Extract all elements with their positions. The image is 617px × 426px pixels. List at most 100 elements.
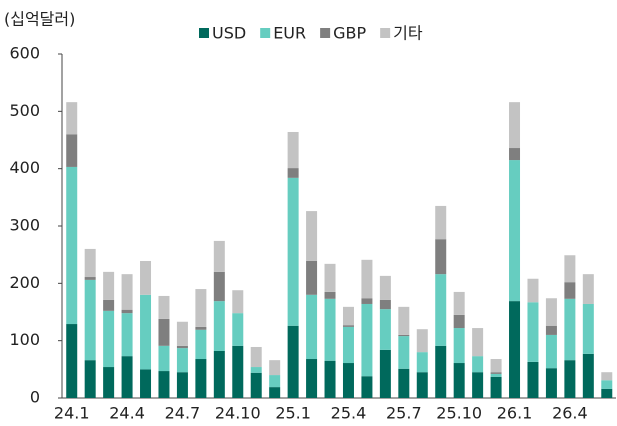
x-tick-label: 24.1 [54,404,90,423]
bar-segment [287,177,299,326]
bar-segment [121,309,133,314]
bar-segment [140,260,152,295]
bar-segment [195,359,207,398]
bar-segment [342,363,354,398]
bar-segment [324,360,336,398]
bar-segment [601,380,613,389]
bar-segment [342,306,354,326]
y-tick-label: 300 [9,216,40,235]
bar-segment [545,325,557,335]
bar-segment [472,328,484,357]
bar-segment [416,352,428,373]
bar-segment [103,310,115,368]
y-tick-label: 600 [9,44,40,63]
bar-segment [176,321,188,346]
bar-segment [84,277,96,280]
bar-segment [545,334,557,369]
bar-segment [361,303,373,377]
bar-segment [140,294,152,370]
bar-segment [103,271,115,300]
bar-segment [379,349,391,398]
bar-segment [306,211,318,261]
bar-segment [103,367,115,398]
bar-segment [453,363,465,398]
bar-segment [490,359,502,373]
bar-segment [527,302,539,362]
bar-segment [269,387,281,398]
bar-segment [509,301,521,398]
bar-segment [435,345,447,398]
bar-segment [287,131,299,169]
legend-label: GBP [333,24,366,43]
bar-segment [269,360,281,376]
bar-segment [158,371,170,398]
bar-segment [361,298,373,304]
bar-segment [66,134,78,167]
legend-label: EUR [273,24,306,43]
bar-segment [435,205,447,240]
bar-segment [66,324,78,398]
bar-segment [564,298,576,361]
bar-segment [176,372,188,398]
bar-segment [287,325,299,398]
legend-swatch [260,28,271,38]
bar-segment [601,388,613,398]
bar-segment [472,356,484,373]
bar-segment [453,314,465,329]
bar-segment [582,274,594,304]
bar-segment [490,376,502,398]
bar-segment [324,298,336,361]
bar-segment [361,376,373,398]
bar-segment [379,275,391,300]
bar-segment [564,360,576,398]
bar-segment [435,274,447,346]
bar-segment [453,291,465,315]
y-axis-label: (십억달러) [4,10,75,29]
bar-segment [195,329,207,360]
bar-segment [140,369,152,398]
bar-segment [66,166,78,325]
bar-segment [582,303,594,354]
bar-segment [84,279,96,361]
bar-segment [361,259,373,299]
x-tick-label: 25.4 [331,404,367,423]
bar-segment [66,102,78,135]
bar-segment [379,309,391,350]
bar-segment [398,334,410,337]
bar-segment [213,240,225,272]
bar-segment [195,326,207,330]
bar-segment [398,306,410,335]
bar-segment [582,353,594,398]
x-tick-label: 26.4 [552,404,588,423]
legend-swatch [199,28,209,38]
bar-segment [509,102,521,149]
legend-label: 기타 [393,24,423,43]
bar-segment [103,299,115,311]
x-tick-label: 24.4 [109,404,145,423]
bar-segment [84,248,96,278]
bar-segment [84,360,96,398]
bar-segment [324,263,336,292]
bar-segment [306,260,318,295]
bar-segment [269,375,281,388]
bar-segment [416,329,428,353]
bar-segment [213,301,225,351]
bar-segment [527,278,539,303]
bar-segment [158,345,170,372]
bar-segment [564,255,576,283]
bar-segment [287,168,299,178]
bar-segment [545,368,557,398]
y-tick-label: 200 [9,273,40,292]
bar-segment [545,298,557,326]
bar-segment [435,239,447,275]
x-tick-label: 25.1 [275,404,311,423]
bar-segment [250,372,262,398]
x-tick-label: 26.1 [497,404,533,423]
bar-segment [416,372,428,398]
bar-segment [176,345,188,349]
bar-segment [601,372,613,381]
bar-segment [213,350,225,398]
bar-segment [490,373,502,377]
